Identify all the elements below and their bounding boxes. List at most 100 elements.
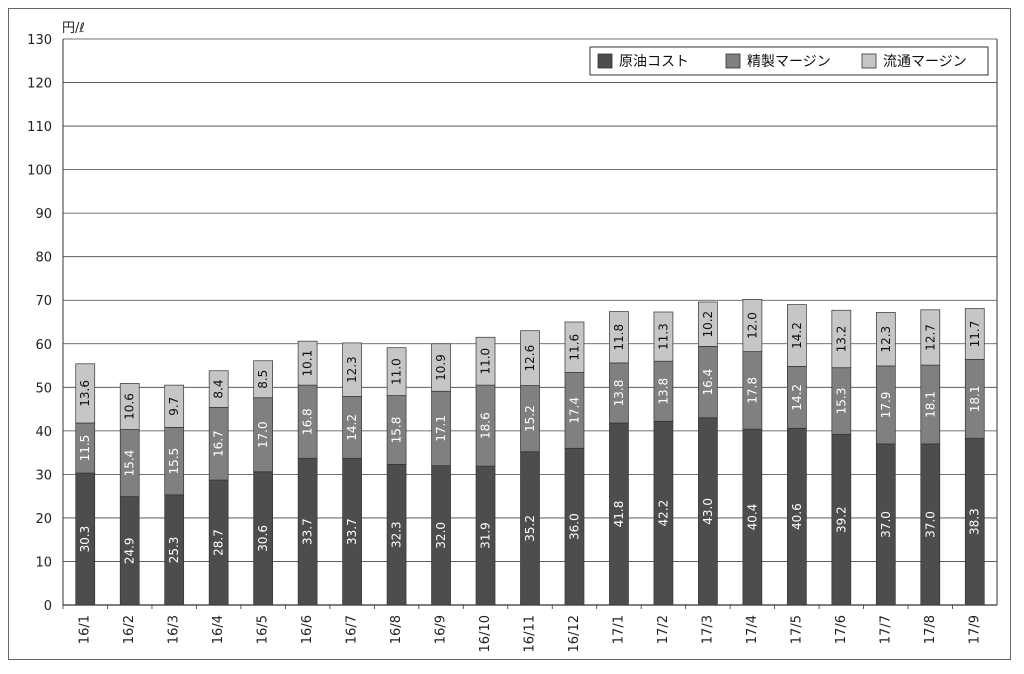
x-tick-label: 17/2 (656, 615, 671, 644)
y-tick-label: 110 (27, 120, 52, 135)
data-label: 33.7 (345, 518, 359, 545)
y-tick-label: 70 (35, 294, 52, 309)
data-label: 11.6 (567, 334, 581, 361)
y-tick-label: 130 (27, 33, 52, 48)
legend-swatch (725, 53, 741, 69)
data-label: 40.6 (790, 503, 804, 530)
data-label: 28.7 (212, 529, 226, 556)
bar-segment (564, 321, 585, 373)
data-label: 14.2 (790, 384, 804, 411)
data-label: 16.7 (212, 430, 226, 457)
data-label: 30.6 (256, 525, 270, 552)
x-tick-label: 16/7 (345, 615, 360, 644)
data-label: 13.8 (612, 380, 626, 407)
bar-segment (119, 383, 140, 430)
x-tick-label: 17/9 (967, 615, 982, 644)
data-label: 32.0 (434, 522, 448, 549)
data-label: 8.5 (256, 370, 270, 389)
x-tick-label: 16/10 (478, 615, 493, 652)
bar-segment (742, 299, 763, 352)
y-tick-label: 120 (27, 77, 52, 92)
bar-segment (831, 309, 852, 369)
data-label: 37.0 (879, 511, 893, 538)
bar-segment (431, 343, 451, 392)
bar-segment (653, 311, 674, 362)
bar-segment (386, 347, 407, 396)
y-tick-label: 90 (35, 207, 52, 222)
data-label: 8.4 (212, 380, 226, 399)
data-label: 17.1 (434, 415, 448, 442)
x-tick-label: 16/12 (567, 615, 582, 652)
data-label: 15.4 (123, 450, 137, 477)
data-label: 10.1 (301, 350, 315, 377)
data-label: 13.6 (78, 380, 92, 407)
x-tick-label: 16/5 (256, 615, 271, 644)
legend-label: 原油コスト (619, 54, 689, 70)
data-label: 13.2 (834, 326, 848, 353)
data-label: 36.0 (567, 513, 581, 540)
x-tick-label: 16/6 (300, 615, 315, 644)
y-axis-ticks: 0 10 20 30 40 50 60 70 80 90 100 110 120 130 (27, 33, 52, 614)
data-label: 40.4 (745, 504, 759, 531)
bar-segment (164, 384, 185, 428)
x-tick-label: 16/4 (211, 615, 226, 644)
data-label: 10.2 (701, 311, 715, 338)
bar-segment (297, 340, 318, 386)
data-label: 35.2 (523, 515, 537, 542)
bar-segment (342, 342, 362, 397)
y-tick-label: 10 (35, 555, 52, 570)
data-label: 41.8 (612, 501, 626, 528)
bar-segment (920, 309, 941, 366)
y-tick-label: 60 (35, 338, 52, 353)
data-label: 33.7 (301, 518, 315, 545)
data-label: 11.5 (78, 435, 92, 462)
bar-segment (520, 330, 540, 386)
data-label: 13.8 (656, 378, 670, 405)
bar-segment (698, 301, 718, 347)
data-label: 17.0 (256, 421, 270, 448)
data-label: 17.9 (879, 392, 893, 419)
data-label: 18.1 (968, 385, 982, 412)
x-tick-label: 17/4 (745, 615, 760, 644)
data-label: 12.3 (879, 326, 893, 353)
bars (75, 299, 985, 606)
data-label: 11.7 (968, 321, 982, 348)
data-label: 15.3 (834, 388, 848, 415)
data-label: 15.5 (167, 448, 181, 475)
data-label: 16.4 (701, 369, 715, 396)
legend: 原油コスト 精製マージン 流通マージン (589, 46, 989, 76)
data-label: 10.6 (123, 393, 137, 420)
data-label: 43.0 (701, 498, 715, 525)
data-label: 38.3 (968, 508, 982, 535)
data-label: 39.2 (834, 506, 848, 533)
x-tick-label: 17/6 (834, 615, 849, 644)
y-tick-label: 100 (27, 164, 52, 179)
bar-segment (75, 363, 96, 424)
bar-segment (208, 370, 229, 408)
data-label: 31.9 (479, 522, 493, 549)
data-label: 14.2 (790, 322, 804, 349)
x-tick-label: 16/9 (434, 615, 449, 644)
data-label: 12.0 (745, 312, 759, 339)
legend-swatch (861, 53, 877, 69)
y-tick-label: 0 (44, 599, 52, 614)
data-label: 15.8 (390, 417, 404, 444)
data-label: 18.6 (479, 412, 493, 439)
data-label: 17.4 (567, 397, 581, 424)
legend-label: 流通マージン (883, 54, 967, 70)
y-tick-label: 30 (35, 468, 52, 483)
legend-label: 精製マージン (747, 54, 831, 70)
data-label: 11.8 (612, 324, 626, 351)
data-label: 11.3 (656, 323, 670, 350)
bar-segment (609, 311, 629, 364)
x-tick-label: 16/3 (167, 615, 182, 644)
data-label: 12.7 (923, 324, 937, 351)
bar-segment (253, 360, 273, 399)
data-label: 30.3 (78, 526, 92, 553)
data-label: 32.3 (390, 521, 404, 548)
bar-segment (475, 336, 496, 386)
data-label: 12.6 (523, 345, 537, 372)
data-label: 25.3 (167, 537, 181, 564)
x-axis-ticks: 16/1 16/2 16/3 16/4 16/5 16/6 16/7 16/8 16/9 16/1… (62, 605, 982, 652)
